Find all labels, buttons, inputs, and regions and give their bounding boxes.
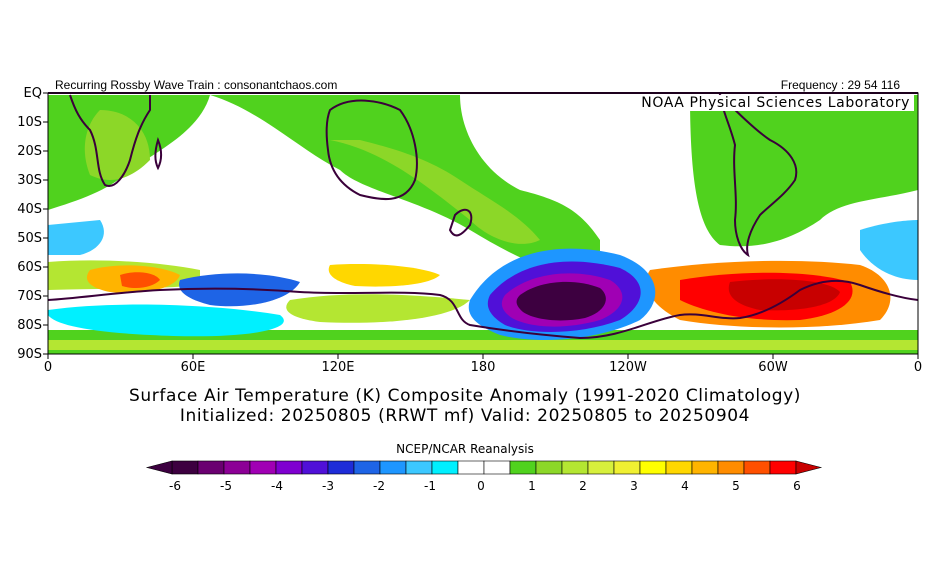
colorbar-swatch [457,460,485,475]
warm-anomaly-patches [48,95,918,354]
africa-outline [69,94,151,187]
title-line-2: Initialized: 20250805 (RRWT mf) Valid: 2… [179,406,751,426]
title-line-1: Surface Air Temperature (K) Composite An… [129,386,801,406]
lat-label-10s: 10S [17,115,42,130]
colorbar-swatch [535,460,563,475]
australia-outline [325,99,418,201]
colorbar-swatch [171,460,199,475]
lat-label-60s: 60S [17,260,42,275]
anomaly-field [48,93,918,354]
colorbar-high-arrow [795,460,823,475]
colorbar-swatch [223,460,251,475]
antarctica-outline [48,279,918,340]
colorbar-swatch [639,460,667,475]
colorbar-swatch [483,460,511,475]
colorbar-swatch [353,460,381,475]
colorbar-swatch [327,460,355,475]
colorbar-label: 0 [477,479,485,493]
colorbar-swatch [691,460,719,475]
colorbar-label: 3 [630,479,638,493]
colorbar-label: 5 [732,479,740,493]
lon-label-120w: 120W [609,360,647,375]
colorbar-swatch [717,460,745,475]
colorbar-swatch [379,460,407,475]
lat-label-30s: 30S [17,173,42,188]
colorbar-label: 4 [681,479,689,493]
axis-ticks [43,92,919,359]
new-zealand-outline [448,208,473,237]
colorbar-swatch [405,460,433,475]
lon-label-60e: 60E [180,360,206,375]
lat-label-70s: 70S [17,289,42,304]
colorbar-swatch [301,460,329,475]
madagascar-outline [154,136,162,171]
lon-label-120e: 120E [321,360,355,375]
lat-label-90s: 90S [17,347,42,362]
colorbar-label: -6 [169,479,181,493]
header-left-text: Recurring Rossby Wave Train : consonantc… [55,78,338,92]
lon-label-180: 180 [470,360,496,375]
lon-label-0-east: 0 [913,360,923,375]
cold-anomaly-patches [48,220,918,340]
colorbar-swatch [665,460,693,475]
lat-label-40s: 40S [17,202,42,217]
colorbar-label: -1 [424,479,436,493]
colorbar-label: 2 [579,479,587,493]
colorbar-label: 6 [793,479,801,493]
lat-label-80s: 80S [17,318,42,333]
colorbar-label: -3 [322,479,334,493]
colorbar-label: 1 [528,479,536,493]
colorbar-swatch [561,460,589,475]
continent-outlines [48,93,918,340]
lon-label-0-west: 0 [43,360,53,375]
colorbar-swatch [587,460,615,475]
colorbar-swatch [509,460,537,475]
colorbar [145,460,823,475]
colorbar-swatch [197,460,225,475]
colorbar-swatch [743,460,771,475]
south-america-outline [718,93,798,258]
lat-label-eq: EQ [23,86,42,101]
lat-label-20s: 20S [17,144,42,159]
colorbar-title: NCEP/NCAR Reanalysis [396,442,534,456]
colorbar-label: -4 [271,479,283,493]
colorbar-swatch [769,460,797,475]
colorbar-swatch [249,460,277,475]
colorbar-label: -5 [220,479,232,493]
colorbar-label: -2 [373,479,385,493]
header-right-text: Frequency : 29 54 116 [780,78,900,92]
colorbar-swatch [613,460,641,475]
lat-label-50s: 50S [17,231,42,246]
lon-label-60w: 60W [758,360,788,375]
credit-label: NOAA Physical Sciences Laboratory [637,95,914,111]
colorbar-swatch [431,460,459,475]
colorbar-swatch [275,460,303,475]
colorbar-low-arrow [145,460,173,475]
